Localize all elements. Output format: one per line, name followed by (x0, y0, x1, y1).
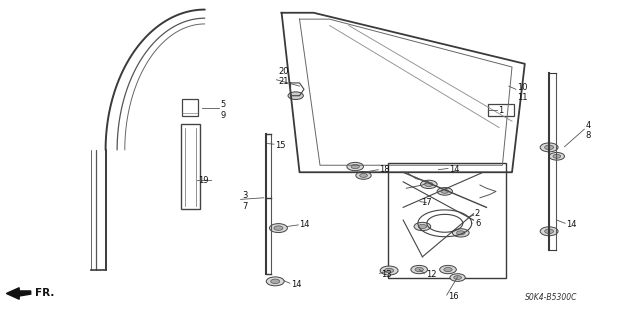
Circle shape (454, 276, 461, 279)
Text: 19: 19 (198, 176, 209, 185)
Text: 3
7: 3 7 (242, 191, 247, 211)
Circle shape (437, 188, 452, 195)
Circle shape (419, 225, 427, 228)
Circle shape (545, 145, 554, 150)
Circle shape (274, 226, 283, 230)
Text: 2
6: 2 6 (475, 209, 480, 228)
Text: 4
8: 4 8 (586, 121, 591, 140)
Circle shape (415, 267, 424, 272)
Text: 10
11: 10 11 (517, 83, 527, 102)
Circle shape (456, 231, 465, 235)
Circle shape (385, 268, 394, 273)
Circle shape (425, 182, 433, 186)
Polygon shape (6, 288, 31, 299)
Text: 14: 14 (449, 165, 460, 174)
Circle shape (440, 265, 456, 274)
Circle shape (420, 180, 437, 189)
Text: 14: 14 (566, 220, 577, 229)
Bar (488, 104, 514, 116)
Circle shape (549, 152, 564, 160)
Circle shape (450, 274, 465, 281)
Circle shape (444, 267, 452, 272)
Text: 16: 16 (448, 292, 459, 301)
Text: 14: 14 (300, 220, 310, 229)
Circle shape (356, 172, 371, 179)
Text: 18: 18 (380, 165, 390, 174)
Text: 12: 12 (426, 270, 436, 279)
Circle shape (271, 279, 280, 284)
Text: S0K4-B5300C: S0K4-B5300C (525, 293, 577, 302)
Circle shape (540, 143, 558, 152)
Text: 15: 15 (275, 141, 285, 150)
Circle shape (380, 266, 398, 275)
Text: 13: 13 (381, 270, 392, 279)
Bar (182, 99, 198, 116)
Circle shape (441, 189, 449, 193)
Text: 17: 17 (421, 198, 432, 207)
Circle shape (288, 92, 303, 100)
Circle shape (452, 229, 469, 237)
Circle shape (411, 265, 428, 274)
Circle shape (347, 162, 364, 171)
Circle shape (269, 224, 287, 233)
Circle shape (545, 229, 554, 234)
Text: 1: 1 (498, 106, 503, 115)
Circle shape (553, 154, 561, 158)
Text: FR.: FR. (35, 288, 54, 299)
Circle shape (414, 222, 431, 231)
Circle shape (266, 277, 284, 286)
Text: 5
9: 5 9 (221, 100, 226, 120)
Text: 20
21: 20 21 (278, 67, 289, 86)
Circle shape (360, 174, 367, 177)
Bar (181, 124, 200, 209)
Circle shape (351, 165, 360, 168)
Circle shape (540, 227, 558, 236)
Bar (388, 163, 506, 278)
Text: 14: 14 (291, 280, 301, 289)
